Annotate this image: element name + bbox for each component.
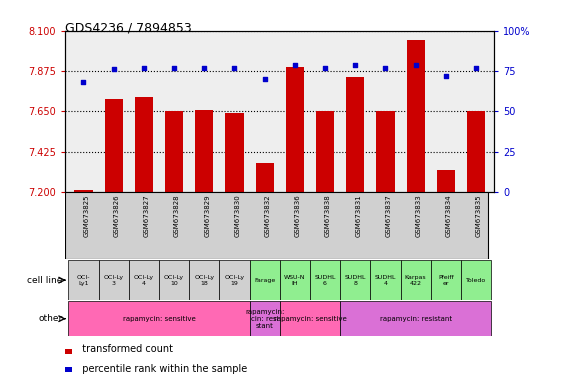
Text: GSM673826: GSM673826 xyxy=(114,194,120,237)
Bar xyxy=(310,260,340,300)
Text: OCI-
Ly1: OCI- Ly1 xyxy=(77,275,90,286)
Bar xyxy=(256,163,274,192)
Bar xyxy=(249,301,280,336)
Point xyxy=(230,65,239,71)
Bar xyxy=(467,111,485,192)
Text: rapamycin:
cin: resi
stant: rapamycin: cin: resi stant xyxy=(245,309,285,329)
Bar xyxy=(74,190,93,192)
Point xyxy=(109,66,118,73)
Bar xyxy=(159,260,189,300)
Text: rapamycin: sensitive: rapamycin: sensitive xyxy=(274,316,346,322)
Text: percentile rank within the sample: percentile rank within the sample xyxy=(76,364,247,374)
Bar xyxy=(431,260,461,300)
Point xyxy=(320,65,329,71)
Bar xyxy=(280,301,340,336)
Text: Pfeiff
er: Pfeiff er xyxy=(438,275,454,286)
Text: GSM673830: GSM673830 xyxy=(235,194,240,237)
Text: OCI-Ly
19: OCI-Ly 19 xyxy=(224,275,244,286)
Text: rapamycin: sensitive: rapamycin: sensitive xyxy=(123,316,195,322)
Text: GSM673832: GSM673832 xyxy=(265,194,270,237)
Text: WSU-N
IH: WSU-N IH xyxy=(284,275,306,286)
Text: Farage: Farage xyxy=(254,278,275,283)
Bar xyxy=(225,113,244,192)
Text: GSM673825: GSM673825 xyxy=(83,194,89,237)
Text: Karpas
422: Karpas 422 xyxy=(405,275,427,286)
Text: SUDHL
6: SUDHL 6 xyxy=(314,275,336,286)
Bar xyxy=(249,260,280,300)
Bar xyxy=(189,260,219,300)
Bar xyxy=(461,260,491,300)
Bar xyxy=(286,66,304,192)
Bar xyxy=(105,99,123,192)
Text: GSM673831: GSM673831 xyxy=(355,194,361,237)
Text: Toledo: Toledo xyxy=(466,278,486,283)
Text: cell line: cell line xyxy=(27,276,62,285)
Bar xyxy=(98,260,129,300)
Point xyxy=(169,65,178,71)
Text: GSM673829: GSM673829 xyxy=(204,194,210,237)
Bar xyxy=(135,97,153,192)
Text: transformed count: transformed count xyxy=(76,344,173,354)
Bar xyxy=(340,301,491,336)
Text: rapamycin: resistant: rapamycin: resistant xyxy=(379,316,452,322)
Bar xyxy=(165,111,183,192)
Point xyxy=(79,79,88,85)
Point xyxy=(350,61,360,68)
Bar xyxy=(68,260,98,300)
Bar xyxy=(407,40,425,192)
Bar xyxy=(377,111,395,192)
Bar xyxy=(195,109,214,192)
Point xyxy=(139,65,148,71)
Bar xyxy=(400,260,431,300)
Text: OCI-Ly
3: OCI-Ly 3 xyxy=(103,275,124,286)
Text: GSM673838: GSM673838 xyxy=(325,194,331,237)
Text: GDS4236 / 7894853: GDS4236 / 7894853 xyxy=(65,21,192,34)
Text: OCI-Ly
18: OCI-Ly 18 xyxy=(194,275,214,286)
Text: GSM673828: GSM673828 xyxy=(174,194,180,237)
Text: SUDHL
4: SUDHL 4 xyxy=(375,275,396,286)
Bar xyxy=(316,111,334,192)
Point xyxy=(441,73,450,79)
Bar xyxy=(129,260,159,300)
Text: OCI-Ly
10: OCI-Ly 10 xyxy=(164,275,184,286)
Text: GSM673835: GSM673835 xyxy=(476,194,482,237)
Point xyxy=(290,61,299,68)
Text: GSM673834: GSM673834 xyxy=(446,194,452,237)
Bar xyxy=(219,260,249,300)
Bar xyxy=(340,260,370,300)
Bar xyxy=(280,260,310,300)
Bar xyxy=(346,77,364,192)
Bar xyxy=(437,170,455,192)
Bar xyxy=(370,260,400,300)
Text: GSM673837: GSM673837 xyxy=(386,194,391,237)
Text: other: other xyxy=(38,314,62,323)
Point xyxy=(381,65,390,71)
Point xyxy=(260,76,269,82)
Point xyxy=(200,65,209,71)
Point xyxy=(471,65,481,71)
Text: OCI-Ly
4: OCI-Ly 4 xyxy=(134,275,154,286)
Point xyxy=(411,61,420,68)
Text: GSM673836: GSM673836 xyxy=(295,194,301,237)
Text: GSM673833: GSM673833 xyxy=(416,194,421,237)
Text: SUDHL
8: SUDHL 8 xyxy=(344,275,366,286)
Text: GSM673827: GSM673827 xyxy=(144,194,150,237)
Bar xyxy=(68,301,249,336)
